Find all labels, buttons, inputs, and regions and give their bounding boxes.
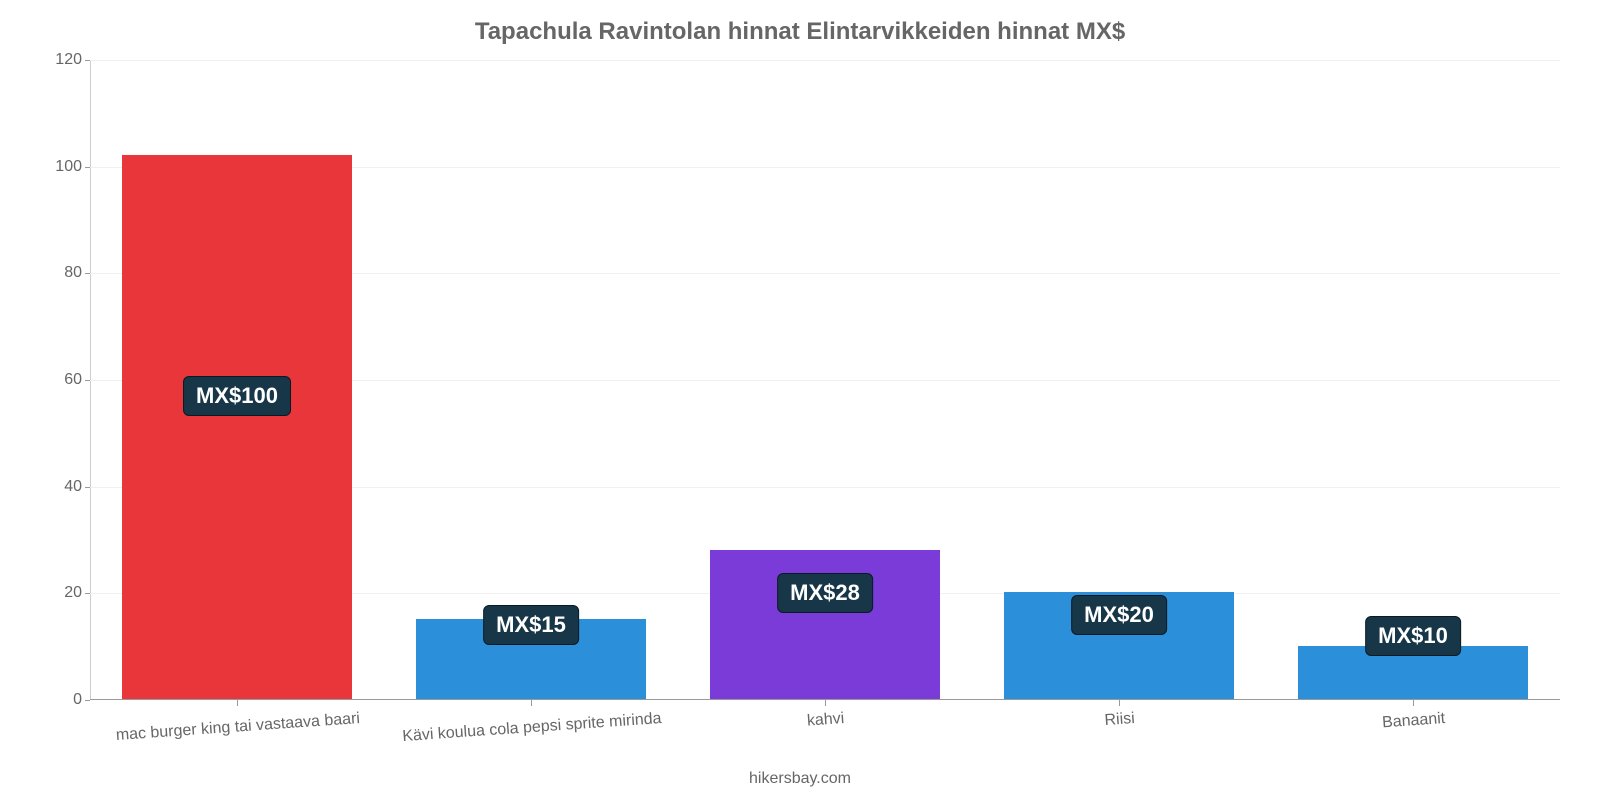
y-tick-label: 0 — [2, 691, 82, 709]
value-badge: MX$20 — [1071, 595, 1167, 635]
y-tick-mark — [85, 700, 90, 701]
x-tick-label: kahvi — [806, 710, 845, 731]
gridline — [90, 60, 1560, 61]
y-tick-label: 60 — [2, 371, 82, 389]
y-tick-mark — [85, 380, 90, 381]
x-tick-label: Kävi koulua cola pepsi sprite mirinda — [402, 710, 662, 746]
x-tick-mark — [237, 700, 238, 706]
y-tick-label: 20 — [2, 584, 82, 602]
value-badge: MX$100 — [183, 376, 291, 416]
value-badge: MX$15 — [483, 605, 579, 645]
y-tick-label: 100 — [2, 158, 82, 176]
x-tick-label: Riisi — [1104, 710, 1135, 730]
x-tick-mark — [531, 700, 532, 706]
y-tick-mark — [85, 273, 90, 274]
x-tick-mark — [1413, 700, 1414, 706]
price-bar-chart: Tapachula Ravintolan hinnat Elintarvikke… — [0, 0, 1600, 800]
y-tick-mark — [85, 487, 90, 488]
x-tick-mark — [1119, 700, 1120, 706]
value-badge: MX$10 — [1365, 616, 1461, 656]
y-tick-mark — [85, 167, 90, 168]
y-tick-label: 120 — [2, 51, 82, 69]
value-badge: MX$28 — [777, 573, 873, 613]
y-tick-mark — [85, 60, 90, 61]
bar — [122, 155, 351, 699]
chart-footer: hikersbay.com — [0, 770, 1600, 788]
x-tick-label: Banaanit — [1382, 710, 1446, 732]
x-tick-label: mac burger king tai vastaava baari — [115, 710, 360, 745]
x-tick-mark — [825, 700, 826, 706]
chart-title: Tapachula Ravintolan hinnat Elintarvikke… — [0, 18, 1600, 46]
plot-area: 020406080100120MX$100mac burger king tai… — [90, 60, 1560, 700]
y-tick-label: 80 — [2, 264, 82, 282]
bar — [710, 550, 939, 699]
y-tick-label: 40 — [2, 478, 82, 496]
y-tick-mark — [85, 593, 90, 594]
